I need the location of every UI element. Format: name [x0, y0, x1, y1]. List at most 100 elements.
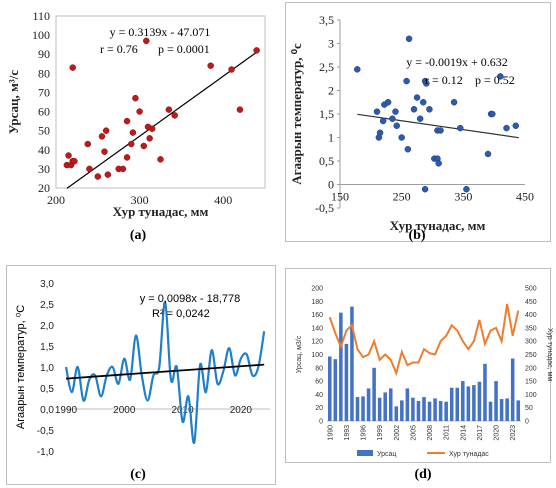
bar — [372, 367, 376, 421]
r-label: r = 0.76 — [100, 42, 138, 56]
y-tick-label: 1 — [328, 131, 334, 145]
chart-b: -0,5 0 0,5 1 1,5 2 2,5 3 3,5 150 250 350 450 y = -0.0… — [289, 13, 534, 233]
y-tick-label: 90 — [38, 47, 50, 61]
x-tick-label: 2010 — [171, 405, 194, 416]
data-point — [376, 129, 384, 137]
data-point — [98, 133, 106, 140]
y-tick-label: 100 — [32, 28, 50, 42]
p-label: p = 0.52 — [475, 73, 515, 87]
bar — [472, 385, 476, 421]
bar — [422, 397, 426, 421]
bar — [433, 398, 437, 421]
data-point — [497, 73, 504, 80]
bar — [350, 306, 354, 421]
bar — [461, 381, 465, 421]
bar — [411, 397, 415, 421]
bar — [405, 388, 410, 421]
x-axis-label: Хур тунадас, мм — [390, 218, 486, 233]
data-point — [503, 124, 510, 132]
equation-label: y = 0,0098x - 18,778 — [140, 293, 241, 305]
bar — [344, 343, 349, 421]
x-tick-label: 2017 — [477, 425, 484, 441]
x-tick-label: 150 — [331, 190, 349, 204]
panel-d-frame — [285, 268, 551, 463]
y-axis-label: Урсац, м3/с — [296, 335, 303, 373]
y-tick-label: 180 — [311, 299, 323, 306]
x-tick-label: 250 — [393, 190, 411, 204]
y-tick-label: 1,5 — [319, 107, 334, 121]
y-tick-label: 3,5 — [319, 13, 334, 27]
bar — [394, 406, 399, 421]
chart-d: 0204060801001201401601802000501001502002… — [296, 286, 553, 459]
y-tick-label: 50 — [38, 124, 50, 138]
bar — [466, 386, 471, 421]
data-point — [71, 157, 78, 165]
bar — [444, 401, 448, 421]
data-point — [423, 80, 430, 87]
y2-axis-label: Хур тунадас, мм — [546, 328, 553, 381]
data-point — [119, 165, 127, 173]
y-tick-label: 3 — [328, 37, 334, 51]
y-tick-label: 70 — [38, 85, 50, 99]
data-point — [127, 140, 135, 148]
y-tick-label: 110 — [32, 9, 50, 23]
y-tick-label: 20 — [38, 181, 50, 195]
data-point — [236, 106, 244, 113]
y-tick-label: 0,5 — [319, 154, 334, 168]
x-tick-label: 400 — [214, 193, 232, 207]
r2-label: R² = 0,0242 — [152, 308, 210, 320]
bar — [339, 312, 343, 421]
bar — [505, 398, 509, 421]
y-tick-label: 40 — [38, 143, 50, 157]
y-tick-label: 0,0 — [40, 405, 54, 416]
legend-swatch-bar — [357, 450, 373, 456]
bar — [516, 400, 521, 421]
x-tick-label: 2002 — [394, 425, 401, 441]
data-point — [84, 140, 92, 148]
bar — [377, 397, 382, 421]
y2-tick-label: 150 — [525, 379, 537, 386]
data-point — [165, 106, 173, 113]
bar — [494, 381, 498, 421]
data-point — [207, 62, 214, 69]
series-line — [64, 300, 266, 444]
y-tick-label: -0,5 — [315, 201, 334, 215]
data-point — [410, 106, 418, 113]
panel-a: 20 30 40 50 60 70 80 90 100 110 200 300 400 y = 0.313… — [0, 0, 278, 245]
x-tick-label: 1990 — [327, 425, 334, 441]
data-point — [403, 77, 410, 85]
x-tick-label: 2005 — [410, 425, 417, 441]
y-tick-label: 200 — [311, 286, 323, 293]
chart-c: -1,0 -0,5 0,0 0,5 1,0 1,5 2,0 2,5 3,0 1990 2000 201… — [15, 279, 270, 458]
r-label: r = 0.12 — [425, 73, 463, 87]
y-tick-label: 160 — [311, 312, 323, 319]
data-point — [457, 124, 464, 132]
data-point — [94, 173, 102, 180]
trend-line — [66, 51, 257, 189]
data-point — [392, 108, 399, 115]
data-point — [102, 127, 110, 134]
y2-tick-label: 450 — [525, 299, 537, 306]
data-point — [398, 134, 405, 141]
y-tick-label: 2,5 — [319, 60, 334, 74]
bar — [366, 388, 371, 421]
data-point — [157, 156, 164, 163]
caption-b: (b) — [408, 228, 426, 243]
bar — [477, 381, 482, 421]
bar — [449, 387, 454, 421]
data-point — [86, 165, 93, 173]
x-tick-label: 200 — [47, 193, 65, 207]
bar — [355, 397, 360, 421]
y2-tick-label: 200 — [525, 365, 537, 372]
bar — [333, 359, 338, 421]
panel-b-frame — [285, 2, 551, 242]
trend-line — [65, 363, 265, 380]
x-tick-label: 1996 — [361, 425, 368, 441]
data-point — [512, 122, 519, 129]
bar — [427, 401, 432, 421]
y-tick-label: 0 — [328, 178, 334, 192]
y-axis-label: Агаарын температур, ⁰с — [289, 43, 304, 185]
bar — [455, 387, 460, 421]
data-point — [426, 106, 433, 113]
y-tick-label: -0,5 — [37, 426, 55, 437]
